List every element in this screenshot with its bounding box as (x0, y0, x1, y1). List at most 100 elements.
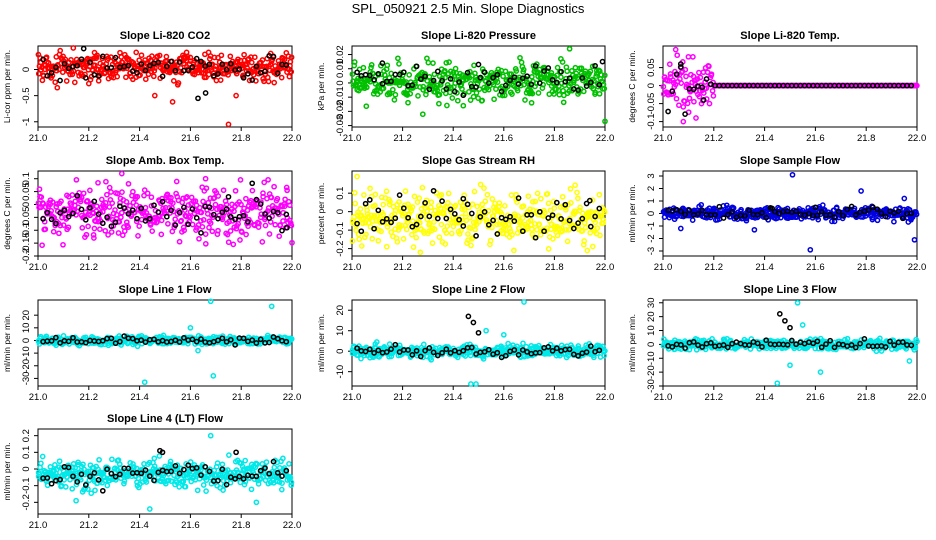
data-point (787, 324, 793, 331)
data-point (102, 227, 109, 234)
data-point (200, 216, 207, 223)
y-axis-label: ml/min per min. (627, 314, 637, 372)
data-point (182, 207, 188, 213)
data-point (286, 73, 293, 80)
data-point (121, 205, 128, 211)
data-point (417, 213, 424, 220)
data-point (106, 204, 113, 210)
chart-title: Slope Gas Stream RH (422, 155, 535, 167)
data-point (170, 200, 176, 206)
data-points (349, 45, 608, 125)
data-point (592, 62, 598, 69)
y-tick-label: 20 (335, 305, 346, 316)
data-point (914, 82, 920, 89)
y-tick-label: -0.01 (335, 86, 346, 108)
data-point (573, 70, 580, 77)
data-point (452, 202, 459, 209)
data-point (559, 59, 566, 65)
data-point (262, 211, 268, 217)
data-point (286, 217, 293, 224)
data-point (268, 194, 275, 201)
data-point (231, 208, 237, 215)
data-point (789, 171, 796, 178)
data-point (473, 233, 479, 239)
data-point (716, 203, 723, 210)
data-point (680, 104, 687, 110)
data-point (432, 207, 439, 214)
data-point (709, 87, 716, 94)
data-point (479, 97, 486, 104)
data-point (551, 91, 557, 97)
data-point (439, 198, 445, 204)
data-point (426, 228, 432, 234)
data-point (138, 61, 145, 67)
data-point (266, 215, 273, 221)
data-point (215, 227, 221, 234)
data-point (502, 82, 509, 89)
y-tick-label: 0.1 (21, 172, 32, 185)
data-point (104, 214, 110, 221)
data-point (420, 83, 427, 90)
data-point (392, 226, 399, 232)
data-point (568, 200, 574, 206)
data-point (485, 221, 492, 228)
data-point (481, 84, 487, 91)
data-point (666, 61, 673, 68)
data-point (471, 62, 477, 69)
data-point (114, 73, 121, 80)
y-tick-label: 20 (646, 311, 657, 322)
data-point (353, 227, 359, 234)
data-point (550, 236, 556, 242)
data-point (158, 231, 165, 238)
data-point (62, 484, 69, 490)
data-point (558, 216, 564, 222)
data-point (176, 484, 183, 490)
x-tick-label: 21.6 (181, 262, 200, 273)
data-point (723, 202, 730, 209)
data-point (532, 198, 539, 205)
data-point (598, 212, 605, 219)
data-point (39, 77, 46, 84)
data-point (553, 199, 560, 206)
data-point (91, 198, 98, 205)
data-point (387, 198, 393, 205)
data-point (198, 209, 205, 216)
data-point (207, 220, 214, 226)
x-tick-label: 22.0 (283, 262, 302, 273)
data-point (708, 71, 715, 78)
data-point (268, 303, 275, 310)
data-point (44, 209, 51, 216)
data-point (743, 217, 750, 224)
data-point (38, 194, 45, 200)
data-point (911, 236, 918, 243)
data-point (430, 187, 437, 194)
y-tick-label: 0.02 (335, 45, 346, 64)
y-tick-label: 1 (646, 198, 657, 203)
data-point (202, 231, 209, 237)
data-point (146, 215, 153, 222)
data-point (574, 189, 580, 196)
y-tick-label: -3 (646, 247, 657, 255)
data-point (587, 79, 594, 86)
data-point (738, 206, 744, 213)
data-point (460, 102, 467, 109)
y-axis-label: ml/min per min. (627, 184, 637, 242)
data-point (212, 201, 219, 208)
data-point (520, 203, 527, 209)
data-point (210, 214, 216, 221)
data-point (106, 184, 113, 191)
data-point (689, 217, 696, 223)
data-point (554, 232, 561, 239)
data-point (210, 373, 217, 379)
data-point (118, 214, 124, 221)
data-point (670, 77, 676, 83)
data-point (274, 195, 281, 202)
data-point (136, 223, 143, 229)
data-point (451, 88, 458, 95)
data-point (493, 86, 499, 92)
data-point (581, 238, 588, 244)
data-point (354, 220, 360, 227)
